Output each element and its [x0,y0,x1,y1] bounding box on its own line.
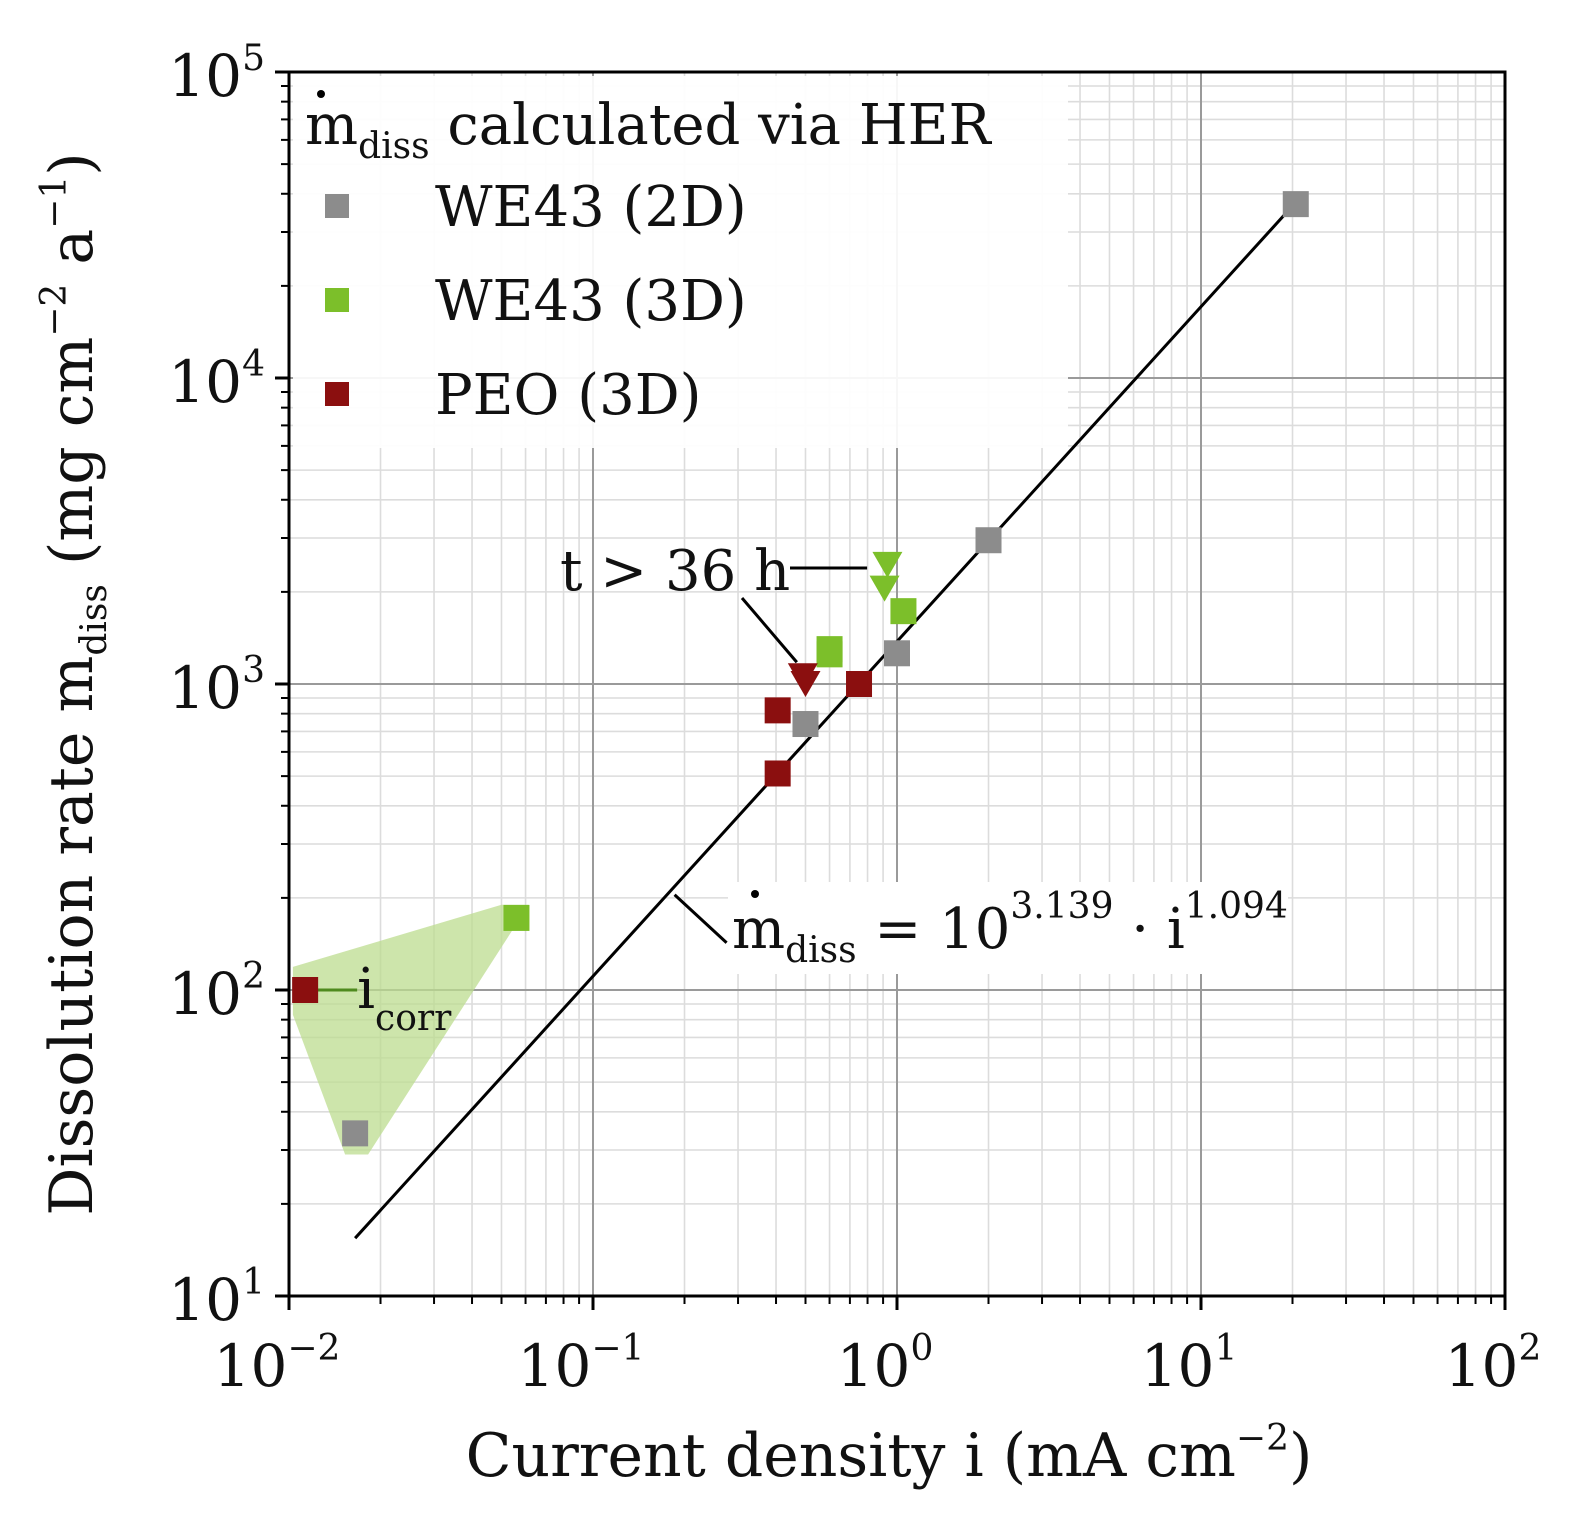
data-point-square [764,760,791,787]
x-tick-label: 10−1 [518,1328,645,1400]
y-axis-title-sup2: −1 [34,176,75,229]
y-tick-label-base: 10 [168,348,242,416]
fit-equation-eq: = 10 [857,897,1011,962]
legend-title-m: m [305,93,358,158]
icorr-label-sub: corr [375,998,452,1039]
t36-leader-down [740,597,798,664]
x-tick-label-base: 10 [1445,1332,1519,1400]
legend-label: WE43 (2D) [435,175,747,240]
chart-texts: Current density i (mA cm−2)Dissolution r… [34,76,1312,1491]
x-tick-label: 101 [1141,1328,1238,1400]
y-axis-title-end: ) [37,152,107,175]
x-tick-label: 100 [837,1328,934,1400]
x-tick-label-exp: 0 [910,1328,933,1369]
legend-marker [325,194,349,218]
y-tick-label: 101 [168,1262,265,1334]
y-axis-title-sub: diss [74,584,115,656]
y-axis-title: Dissolution rate mdiss (mg cm−2 a−1) [34,152,115,1215]
x-tick-label: 102 [1445,1328,1542,1400]
axes [275,70,1507,1310]
y-axis-title-pre: Dissolution rate [37,713,107,1216]
x-tick-label-exp: −1 [591,1328,644,1369]
y-tick-label-base: 10 [168,1266,242,1334]
data-point-triangle [872,551,903,578]
data-point-square [890,598,917,625]
t36-label: t > 36 h [560,539,790,604]
x-tick-label: 10−2 [214,1328,341,1400]
y-tick-label: 105 [168,38,265,110]
y-tick-label-base: 10 [168,960,242,1028]
legend-label: PEO (3D) [435,363,702,428]
fit-label-bg [728,882,1288,974]
fit-equation: mdiss = 103.139 · i1.094 [732,886,1288,971]
data-point-square [816,641,843,668]
data-point-square [292,977,319,1003]
fit-equation-m: m [732,897,785,962]
legend-box [293,76,1068,448]
icorr-region [292,904,529,1155]
fit-equation-sub: diss [785,930,857,971]
fit-label-leader [673,893,728,944]
data-point-square [503,904,530,931]
data-point-square [884,640,910,667]
y-tick-label-exp: 4 [242,344,265,385]
y-axis-title-m: m [37,656,107,713]
data-point-square [764,697,791,724]
x-tick-label-base: 10 [837,1332,911,1400]
x-tick-label-exp: 2 [1518,1328,1541,1369]
data-point-triangle [790,671,821,697]
fit-equation-sup2: 1.094 [1185,886,1288,927]
x-tick-label-base: 10 [1141,1332,1215,1400]
x-axis-title-sup: −2 [1236,1418,1289,1459]
icorr-label-i: i [357,957,375,1022]
fit-m-dot [751,890,759,898]
y-tick-label-exp: 2 [242,956,265,997]
y-axis-title-post: (mg cm [37,337,107,584]
x-tick-label-exp: 1 [1214,1328,1237,1369]
y-tick-label-base: 10 [168,654,242,722]
annotation-leaders [317,566,868,992]
fit-equation-dot: · i [1113,897,1184,962]
icorr-region-shape [292,904,529,1155]
y-tick-label-base: 10 [168,42,242,110]
data-point-square [342,1120,369,1147]
x-tick-label-exp: −2 [287,1328,340,1369]
x-axis-title-main: Current density i (mA cm [466,1421,1236,1491]
legend-marker [325,382,349,406]
data-point-square [975,527,1002,554]
y-tick-label: 102 [168,956,265,1028]
data-point-triangle [869,575,900,602]
fit-equation-sup1: 3.139 [1010,886,1113,927]
y-tick-label: 103 [168,650,265,722]
legend-m-dot [317,90,325,98]
data-point-square [846,671,873,697]
legend-title: mdiss calculated via HER [305,93,993,167]
x-axis-title-end: ) [1289,1421,1312,1491]
data-point-square [1282,191,1309,218]
legend-title-sub: diss [358,126,430,167]
x-tick-label-base: 10 [518,1332,592,1400]
icorr-label: icorr [357,957,452,1039]
fit-line-group [354,204,1294,1240]
data-point-square [792,711,819,738]
legend-label: WE43 (3D) [435,269,747,334]
data-points [292,191,1309,1147]
y-axis-title-sup1: −2 [34,284,75,337]
y-tick-label-exp: 1 [242,1262,265,1303]
y-tick-label-exp: 5 [242,38,265,79]
fit-line [354,204,1294,1240]
x-axis-title: Current density i (mA cm−2) [466,1418,1313,1491]
y-tick-label-exp: 3 [242,650,265,691]
legend-title-rest: calculated via HER [430,93,993,158]
x-tick-label-base: 10 [214,1332,288,1400]
legend-marker [325,288,349,312]
y-axis-title-mid: a [37,229,107,284]
y-tick-label: 104 [168,344,265,416]
